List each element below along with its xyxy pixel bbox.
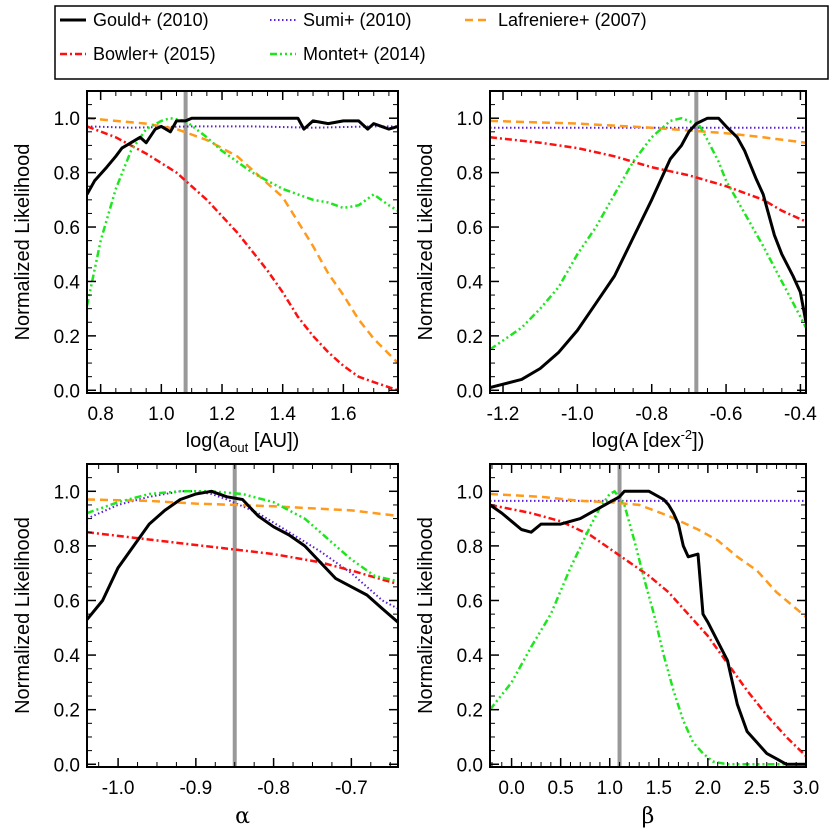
series-montet	[490, 116, 806, 351]
x-tick-label: -0.4	[784, 404, 817, 425]
legend-label-gould: Gould+ (2010)	[93, 10, 209, 30]
series-montet	[87, 116, 398, 307]
x-tick-label: -1.2	[487, 404, 520, 425]
legend-label-montet: Montet+ (2014)	[303, 44, 426, 64]
y-tick-label: 1.0	[54, 482, 80, 503]
x-tick-label: -0.9	[179, 778, 212, 799]
y-tick-label: 0.6	[457, 591, 483, 612]
series-gould	[490, 489, 806, 766]
y-tick-label: 1.0	[457, 482, 483, 503]
x-axis-label: β	[642, 804, 655, 829]
y-axis-label: Normalized Likelihood	[415, 144, 437, 341]
x-axis-label: log(A [dex-2])	[592, 427, 705, 452]
y-tick-label: 0.4	[54, 272, 81, 293]
x-axis-label: α	[235, 804, 250, 829]
y-tick-label: 0.2	[54, 701, 80, 722]
x-tick-label: 0.0	[498, 778, 524, 799]
y-tick-label: 0.6	[457, 218, 483, 239]
x-tick-label: -0.8	[257, 778, 290, 799]
x-tick-label: 0.8	[87, 404, 113, 425]
y-axis-label: Normalized Likelihood	[12, 517, 34, 714]
x-tick-label: 2.0	[695, 778, 721, 799]
series-bowler	[87, 530, 398, 586]
x-tick-label: -1.0	[561, 404, 594, 425]
y-tick-label: 0.4	[54, 646, 81, 667]
legend-label-lafreniere: Lafreniere+ (2007)	[498, 10, 647, 30]
panel-beta: 0.0 0.2 0.4 0.6 0.8 1.0 0.0 0.5 1.0 1.5 2.0 2.5 3.0 N…	[415, 463, 819, 829]
legend-box	[54, 5, 829, 80]
legend: Gould+ (2010) Sumi+ (2010) Lafreniere+ (20…	[54, 5, 829, 80]
y-tick-label: 0.8	[54, 164, 80, 185]
panel-alpha: 0.0 0.2 0.4 0.6 0.8 1.0 -1.0 -0.9 -0.8 -0.7 Normal…	[12, 463, 399, 829]
y-tick-label: 1.0	[54, 109, 80, 130]
legend-entry-gould: Gould+ (2010)	[60, 10, 209, 30]
series-gould	[490, 116, 806, 390]
plot-frame	[489, 463, 807, 768]
y-tick-label: 0.2	[457, 701, 483, 722]
y-tick-label: 0.0	[457, 381, 483, 402]
x-tick-label: 0.5	[547, 778, 573, 799]
y-axis-label: Normalized Likelihood	[415, 517, 437, 714]
y-tick-label: 0.0	[54, 755, 80, 776]
legend-entry-bowler: Bowler+ (2015)	[60, 44, 216, 64]
legend-entry-lafreniere: Lafreniere+ (2007)	[465, 10, 647, 30]
series-lafreniere	[490, 492, 806, 618]
x-tick-label: 1.0	[148, 404, 174, 425]
series-gould	[87, 116, 398, 196]
x-tick-label: -0.8	[635, 404, 668, 425]
series-lafreniere	[87, 498, 398, 518]
legend-entry-montet: Montet+ (2014)	[270, 44, 426, 64]
y-tick-label: 0.4	[457, 272, 484, 293]
series-bowler	[490, 136, 806, 223]
y-tick-label: 0.8	[457, 164, 483, 185]
x-tick-label: 1.4	[269, 404, 296, 425]
y-tick-label: 0.8	[457, 537, 483, 558]
x-tick-label: -1.0	[102, 778, 135, 799]
y-tick-label: 0.0	[457, 755, 483, 776]
x-tick-label: 1.6	[330, 404, 356, 425]
x-axis-label: log(aout [AU])	[186, 430, 300, 455]
x-tick-label: 1.5	[646, 778, 672, 799]
panel-amplitude: 0.0 0.2 0.4 0.6 0.8 1.0 -1.2 -1.0 -0.8 -0.6 -0.4 No…	[415, 90, 817, 452]
x-tick-label: -0.7	[335, 778, 368, 799]
legend-entry-sumi: Sumi+ (2010)	[270, 10, 412, 30]
x-tick-label: 1.2	[209, 404, 235, 425]
series-bowler	[87, 125, 398, 392]
plot-frame	[86, 463, 399, 768]
y-tick-label: 0.8	[54, 537, 80, 558]
y-axis-label: Normalized Likelihood	[12, 144, 34, 341]
series-lafreniere	[490, 119, 806, 144]
y-tick-label: 0.2	[457, 327, 483, 348]
legend-label-sumi: Sumi+ (2010)	[303, 10, 412, 30]
plot-frame	[489, 90, 807, 394]
x-tick-label: 1.0	[597, 778, 623, 799]
y-tick-label: 0.6	[54, 591, 80, 612]
series-montet	[87, 490, 398, 583]
panel-semimajor-axis: 0.0 0.2 0.4 0.6 0.8 1.0 0.8 1.0 1.2 1.4 1.6 Normali…	[12, 90, 399, 455]
y-tick-label: 1.0	[457, 109, 483, 130]
y-tick-label: 0.2	[54, 327, 80, 348]
x-tick-label: -0.6	[710, 404, 743, 425]
x-tick-label: 3.0	[793, 778, 819, 799]
y-tick-label: 0.4	[457, 646, 484, 667]
y-tick-label: 0.6	[54, 218, 80, 239]
series-sumi	[87, 125, 398, 129]
legend-label-bowler: Bowler+ (2015)	[93, 44, 216, 64]
series-montet	[490, 490, 806, 766]
series-gould	[87, 489, 398, 624]
plot-frame	[86, 90, 399, 394]
x-tick-label: 2.5	[744, 778, 770, 799]
y-tick-label: 0.0	[54, 381, 80, 402]
series-bowler	[490, 503, 806, 757]
